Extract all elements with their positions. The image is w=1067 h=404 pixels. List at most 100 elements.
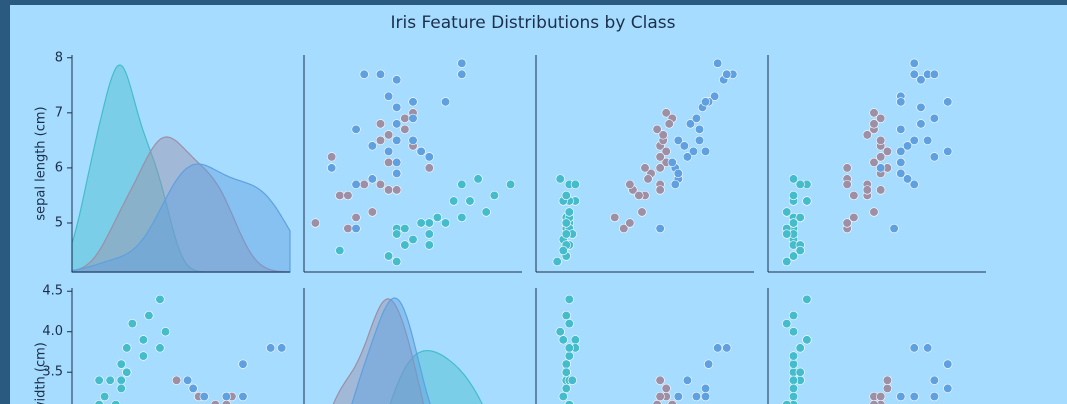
scatter-point [655,152,665,162]
scatter-point [667,157,677,167]
scatter-point [788,190,799,201]
scatter-point [238,359,248,369]
scatter-point [700,391,711,402]
scatter-point [183,375,193,385]
scatter-point [343,190,353,201]
scatter-point [564,294,574,304]
scatter-point [929,152,939,162]
scatter-point [489,190,499,201]
density-curve [351,297,431,404]
scatter-point [909,391,919,402]
scatter-point [876,185,886,195]
scatter-point [782,256,792,267]
scatter-point [929,391,939,402]
scatter-point [424,229,434,239]
scatter-point [367,207,377,217]
scatter-point [335,245,345,256]
scatter-point [889,223,899,234]
scatter-point [558,391,568,402]
scatter-point [788,383,799,394]
scatter-point [561,218,571,228]
scatter-point [351,212,361,223]
scatter-point [561,383,571,394]
scatter-point [902,174,913,184]
scatter-point [788,351,799,361]
scatter-point [310,218,320,228]
scatter-point [876,163,886,173]
scatter-point [367,174,377,184]
scatter-point [691,391,702,402]
scatter-point [700,383,711,394]
scatter-point [673,391,683,402]
scatter-point [138,351,148,361]
scatter-point [383,130,394,140]
scatter-point [802,335,812,345]
scatter-point [795,343,805,353]
scatter-point [94,375,104,385]
scatter-point [788,327,799,337]
scatter-point [392,75,402,85]
scatter-point [481,207,491,217]
scatter-point [673,168,683,179]
scatter-point [116,375,126,385]
scatter-point [561,367,571,377]
scatter-point [449,196,459,206]
scatter-point [802,196,812,206]
scatter-point [842,179,852,190]
chart-title: Iris Feature Distributions by Class [390,13,675,33]
scatter-point [440,97,451,107]
scatter-point [457,212,467,223]
scatter-point [869,399,879,404]
scatter-point [506,179,516,190]
scatter-point [643,174,653,184]
scatter-point [902,141,913,151]
scatter-point [788,375,799,385]
scatter-point [564,343,574,353]
scatter-point [722,69,732,79]
scatter-point [673,135,683,145]
scatter-point [561,359,571,369]
scatter-point [564,207,574,217]
scatter-point [658,130,668,140]
scatter-point [943,359,953,369]
scatter-point [722,343,732,353]
scatter-point [392,168,402,179]
scatter-point [457,69,467,79]
scatter-point [661,146,671,156]
scatter-point [138,335,148,345]
scatter-point [375,135,386,145]
scatter-point [327,163,337,173]
scatter-point [637,207,647,217]
scatter-point [266,343,276,353]
scatter-point [849,212,859,223]
scatter-point [710,91,720,101]
scatter-point [619,223,629,234]
scatter-point [552,256,562,267]
scatter-point [383,185,394,195]
scatter-point [655,391,665,402]
scatter-point [383,157,394,167]
density-curve [71,136,291,273]
density-curve [332,298,425,404]
scatter-point [610,212,620,223]
scatter-point [788,218,799,228]
scatter-point [862,185,872,195]
scatter-point [277,343,287,353]
scatter-point [640,163,650,173]
scatter-point [408,113,418,123]
density-curve [71,163,291,273]
scatter-point [869,207,879,217]
scatter-point [896,97,906,107]
scatter-point [625,179,635,190]
scatter-point [782,399,792,404]
scatter-point [876,113,886,123]
scatter-point [896,146,906,156]
scatter-point [555,327,565,337]
scatter-point [703,359,714,369]
scatter-point [652,124,662,134]
scatter-point [383,146,394,156]
scatter-point [664,119,674,129]
scatter-point [916,75,926,85]
